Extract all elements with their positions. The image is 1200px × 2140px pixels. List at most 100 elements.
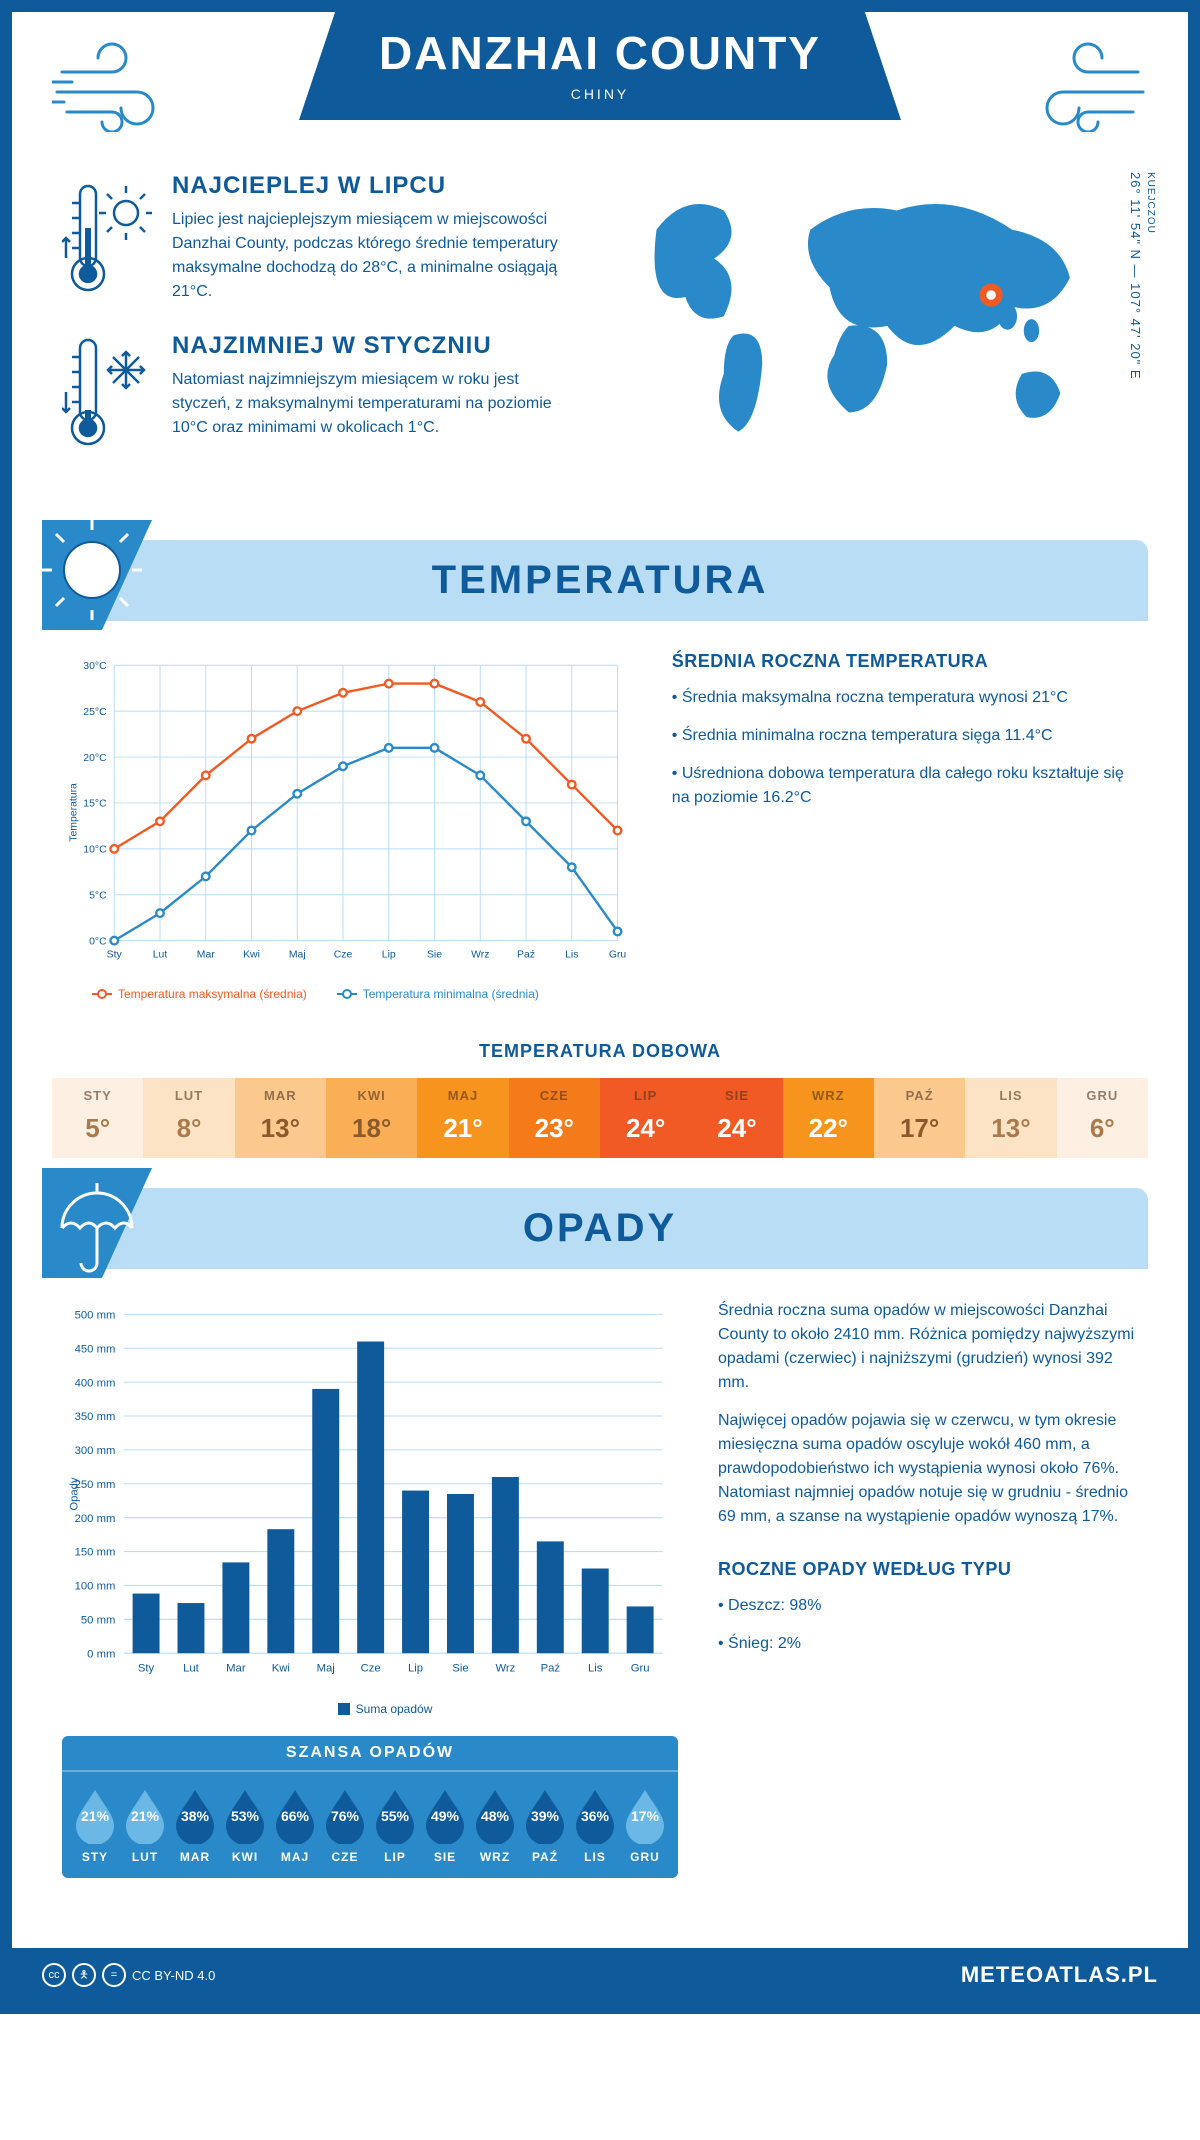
warmest-text: Lipiec jest najcieplejszym miesiącem w m…	[172, 208, 578, 304]
thermometer-sun-icon	[62, 172, 152, 304]
chance-cell: 49%SIE	[422, 1786, 468, 1864]
daily-cell: SIE24°	[691, 1078, 782, 1158]
legend-rain: Suma opadów	[356, 1702, 433, 1716]
coldest-text: Natomiast najzimniejszym miesiącem w rok…	[172, 368, 578, 440]
svg-text:Lis: Lis	[565, 950, 578, 961]
daily-temp-title: TEMPERATURA DOBOWA	[12, 1041, 1188, 1062]
chance-cell: 48%WRZ	[472, 1786, 518, 1864]
temp-chart: 0°C5°C10°C15°C20°C25°C30°CStyLutMarKwiMa…	[62, 651, 632, 1001]
svg-text:15°C: 15°C	[83, 799, 107, 810]
daily-cell: LIS13°	[965, 1078, 1056, 1158]
daily-cell: MAR13°	[235, 1078, 326, 1158]
rain-section-banner: OPADY	[52, 1188, 1148, 1269]
page-subtitle: CHINY	[379, 86, 821, 102]
svg-text:Sie: Sie	[452, 1663, 468, 1675]
svg-text:Sie: Sie	[427, 950, 442, 961]
svg-text:300 mm: 300 mm	[75, 1445, 116, 1457]
svg-text:30°C: 30°C	[83, 661, 107, 672]
daily-temp-strip: STY5°LUT8°MAR13°KWI18°MAJ21°CZE23°LIP24°…	[52, 1078, 1148, 1158]
svg-text:Lip: Lip	[408, 1663, 423, 1675]
svg-text:250 mm: 250 mm	[75, 1479, 116, 1491]
svg-text:500 mm: 500 mm	[75, 1309, 116, 1321]
lon-label: 107° 47' 20" E	[1128, 283, 1143, 379]
svg-text:5°C: 5°C	[89, 891, 107, 902]
svg-text:Wrz: Wrz	[471, 950, 489, 961]
svg-text:Cze: Cze	[334, 950, 353, 961]
title-banner: DANZHAI COUNTY CHINY	[299, 12, 901, 120]
license-label: CC BY-ND 4.0	[132, 1968, 215, 1983]
wind-icon	[52, 42, 192, 132]
svg-text:20°C: 20°C	[83, 753, 107, 764]
svg-text:Maj: Maj	[317, 1663, 335, 1675]
wind-icon	[1008, 42, 1148, 132]
chance-cell: 21%STY	[72, 1786, 118, 1864]
rain-section-title: OPADY	[72, 1206, 1128, 1251]
svg-text:Sty: Sty	[107, 950, 123, 961]
svg-text:Temperatura: Temperatura	[68, 783, 79, 842]
svg-text:100 mm: 100 mm	[75, 1580, 116, 1592]
svg-text:Lut: Lut	[183, 1663, 200, 1675]
rain-type-heading: ROCZNE OPADY WEDŁUG TYPU	[718, 1559, 1138, 1580]
svg-text:0 mm: 0 mm	[87, 1648, 115, 1660]
svg-text:Gru: Gru	[609, 950, 627, 961]
rain-chart: 0 mm50 mm100 mm150 mm200 mm250 mm300 mm3…	[62, 1299, 678, 1878]
svg-text:Wrz: Wrz	[495, 1663, 515, 1675]
temp-summary: ŚREDNIA ROCZNA TEMPERATURA • Średnia mak…	[672, 651, 1138, 1001]
daily-cell: STY5°	[52, 1078, 143, 1158]
daily-cell: GRU6°	[1057, 1078, 1148, 1158]
daily-cell: LUT8°	[143, 1078, 234, 1158]
svg-text:10°C: 10°C	[83, 845, 107, 856]
svg-text:350 mm: 350 mm	[75, 1411, 116, 1423]
umbrella-icon	[42, 1168, 162, 1288]
chance-box: SZANSA OPADÓW 21%STY21%LUT38%MAR53%KWI66…	[62, 1736, 678, 1878]
temp-bullet-3: • Uśredniona dobowa temperatura dla całe…	[672, 762, 1138, 810]
svg-text:0°C: 0°C	[89, 936, 107, 947]
rain-p2: Najwięcej opadów pojawia się w czerwcu, …	[718, 1409, 1138, 1529]
chance-cell: 39%PAŹ	[522, 1786, 568, 1864]
lat-label: 26° 11' 54" N	[1128, 172, 1143, 260]
svg-text:Opady: Opady	[68, 1477, 80, 1511]
rain-summary: Średnia roczna suma opadów w miejscowośc…	[718, 1299, 1138, 1878]
temp-bullet-2: • Średnia minimalna roczna temperatura s…	[672, 724, 1138, 748]
svg-text:400 mm: 400 mm	[75, 1377, 116, 1389]
region-label: KUEJCZOU	[1145, 172, 1156, 234]
svg-text:Mar: Mar	[226, 1663, 246, 1675]
chance-cell: 55%LIP	[372, 1786, 418, 1864]
chance-cell: 66%MAJ	[272, 1786, 318, 1864]
daily-cell: PAŹ17°	[874, 1078, 965, 1158]
daily-cell: WRZ22°	[783, 1078, 874, 1158]
temp-section-title: TEMPERATURA	[72, 558, 1128, 603]
warmest-title: NAJCIEPLEJ W LIPCU	[172, 172, 578, 200]
temp-summary-heading: ŚREDNIA ROCZNA TEMPERATURA	[672, 651, 1138, 672]
svg-text:Gru: Gru	[631, 1663, 650, 1675]
svg-text:Lut: Lut	[153, 950, 168, 961]
svg-text:Cze: Cze	[361, 1663, 381, 1675]
svg-text:Sty: Sty	[138, 1663, 155, 1675]
svg-text:Kwi: Kwi	[272, 1663, 290, 1675]
chance-cell: 36%LIS	[572, 1786, 618, 1864]
rain-type-2: • Śnieg: 2%	[718, 1632, 1138, 1656]
daily-cell: LIP24°	[600, 1078, 691, 1158]
header: DANZHAI COUNTY CHINY	[12, 12, 1188, 152]
map-icon	[618, 172, 1118, 460]
footer: cc 🯅 = CC BY-ND 4.0 METEOATLAS.PL	[12, 1948, 1188, 2002]
nd-icon: =	[102, 1963, 126, 1987]
svg-text:Paź: Paź	[541, 1663, 561, 1675]
svg-text:25°C: 25°C	[83, 707, 107, 718]
legend-max: Temperatura maksymalna (średnia)	[118, 987, 307, 1001]
svg-text:Lis: Lis	[588, 1663, 603, 1675]
daily-cell: MAJ21°	[417, 1078, 508, 1158]
rain-p1: Średnia roczna suma opadów w miejscowośc…	[718, 1299, 1138, 1395]
svg-text:Kwi: Kwi	[243, 950, 260, 961]
svg-text:50 mm: 50 mm	[81, 1614, 115, 1626]
temp-section-banner: TEMPERATURA	[52, 540, 1148, 621]
svg-text:Lip: Lip	[382, 950, 396, 961]
page-title: DANZHAI COUNTY	[379, 26, 821, 80]
svg-text:450 mm: 450 mm	[75, 1343, 116, 1355]
temp-bullet-1: • Średnia maksymalna roczna temperatura …	[672, 686, 1138, 710]
chance-cell: 17%GRU	[622, 1786, 668, 1864]
chance-cell: 53%KWI	[222, 1786, 268, 1864]
warmest-block: NAJCIEPLEJ W LIPCU Lipiec jest najcieple…	[62, 172, 578, 304]
chance-cell: 21%LUT	[122, 1786, 168, 1864]
legend-min: Temperatura minimalna (średnia)	[363, 987, 539, 1001]
